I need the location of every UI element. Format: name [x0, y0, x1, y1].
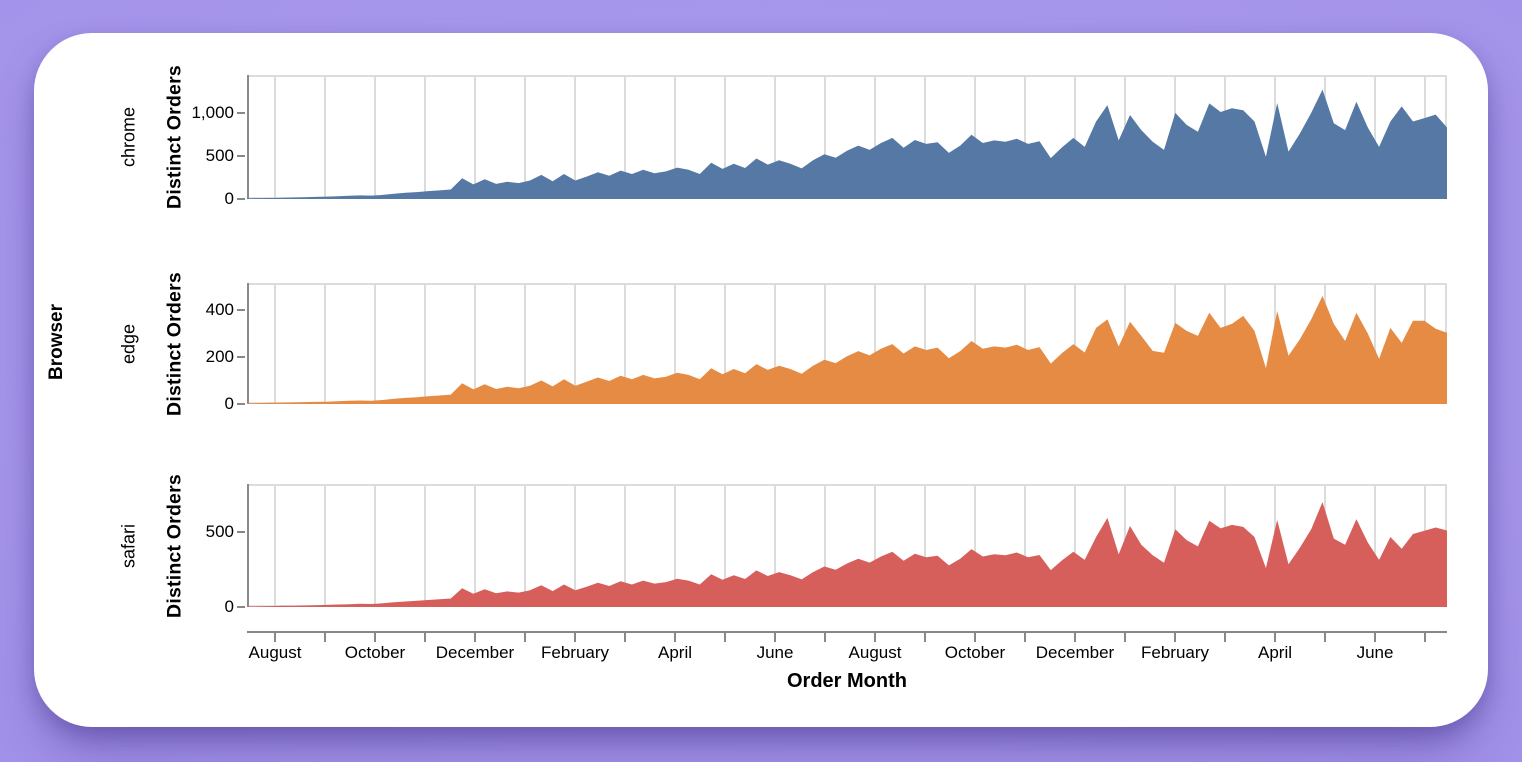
x-tick-label-4: December [435, 643, 515, 662]
y-tick-label-edge-400: 400 [205, 300, 234, 319]
x-tick-1 [324, 631, 326, 642]
area-series-chrome [247, 89, 1447, 199]
x-tick-23 [1424, 631, 1426, 642]
x-tick-label-12: August [848, 643, 902, 662]
x-tick-19 [1224, 631, 1226, 642]
x-tick-3 [424, 631, 426, 642]
x-tick-17 [1124, 631, 1126, 642]
y-tick-safari-500 [237, 531, 245, 533]
y-tick-label-chrome-0: 0 [224, 189, 234, 208]
facet-plot-edge [247, 283, 1447, 404]
x-tick-label-20: April [1257, 643, 1292, 662]
facet-plot-safari [247, 484, 1447, 607]
x-tick-12 [874, 631, 876, 642]
x-tick-6 [574, 631, 576, 642]
x-tick-16 [1074, 631, 1076, 642]
area-series-safari [247, 502, 1447, 607]
x-tick-label-16: December [1035, 643, 1115, 662]
x-tick-10 [774, 631, 776, 642]
x-tick-13 [924, 631, 926, 642]
x-tick-5 [524, 631, 526, 642]
y-tick-chrome-0 [237, 198, 245, 200]
x-tick-11 [824, 631, 826, 642]
y-tick-edge-200 [237, 356, 245, 358]
y-tick-chrome-1000 [237, 111, 245, 114]
y-axis-title-edge: Distinct Orders [163, 271, 186, 416]
facet-plot-chrome [247, 75, 1447, 199]
y-tick-label-chrome-1000: 1,000 [191, 102, 234, 122]
y-tick-label-safari-500: 500 [205, 522, 234, 541]
x-tick-label-18: February [1140, 643, 1210, 662]
x-tick-7 [624, 631, 626, 642]
y-tick-chrome-500 [237, 154, 245, 157]
x-tick-14 [974, 631, 976, 642]
x-tick-label-22: June [1356, 643, 1394, 662]
x-tick-15 [1024, 631, 1026, 642]
y-axis-title-chrome: Distinct Orders [163, 65, 186, 209]
chart-card: Browser chrome Distinct Orders 0 500 1,000 ed… [34, 33, 1488, 727]
faceted-area-chart: chrome Distinct Orders 0 500 1,000 edge Distin… [34, 33, 1488, 727]
x-tick-label-8: April [657, 643, 692, 662]
x-axis-domain-line [247, 631, 1447, 633]
y-axis-title-safari: Distinct Orders [163, 473, 186, 618]
x-tick-20 [1274, 631, 1276, 642]
y-tick-label-edge-0: 0 [224, 394, 234, 413]
x-tick-0 [274, 631, 276, 642]
facet-row-label-chrome: chrome [118, 106, 139, 168]
x-tick-label-2: October [344, 643, 406, 662]
y-tick-edge-0 [237, 403, 245, 405]
x-tick-label-0: August [248, 643, 302, 662]
y-tick-edge-400 [237, 309, 245, 311]
x-tick-label-10: June [756, 643, 794, 662]
y-tick-label-edge-200: 200 [205, 347, 234, 366]
y-tick-safari-0 [237, 606, 245, 608]
x-tick-18 [1174, 631, 1176, 642]
y-tick-label-safari-0: 0 [224, 597, 234, 616]
facet-row-label-safari: safari [118, 523, 139, 568]
y-tick-label-chrome-500: 500 [205, 145, 234, 165]
x-tick-label-14: October [944, 643, 1006, 662]
facet-row-label-edge: edge [118, 323, 139, 364]
x-tick-8 [674, 631, 676, 642]
x-tick-9 [724, 631, 726, 642]
x-tick-2 [374, 631, 376, 642]
x-tick-label-6: February [540, 643, 610, 662]
x-tick-4 [474, 631, 476, 642]
x-tick-21 [1324, 631, 1326, 642]
x-tick-22 [1374, 631, 1376, 642]
x-axis-title: Order Month [787, 670, 907, 692]
area-series-edge [247, 295, 1447, 404]
